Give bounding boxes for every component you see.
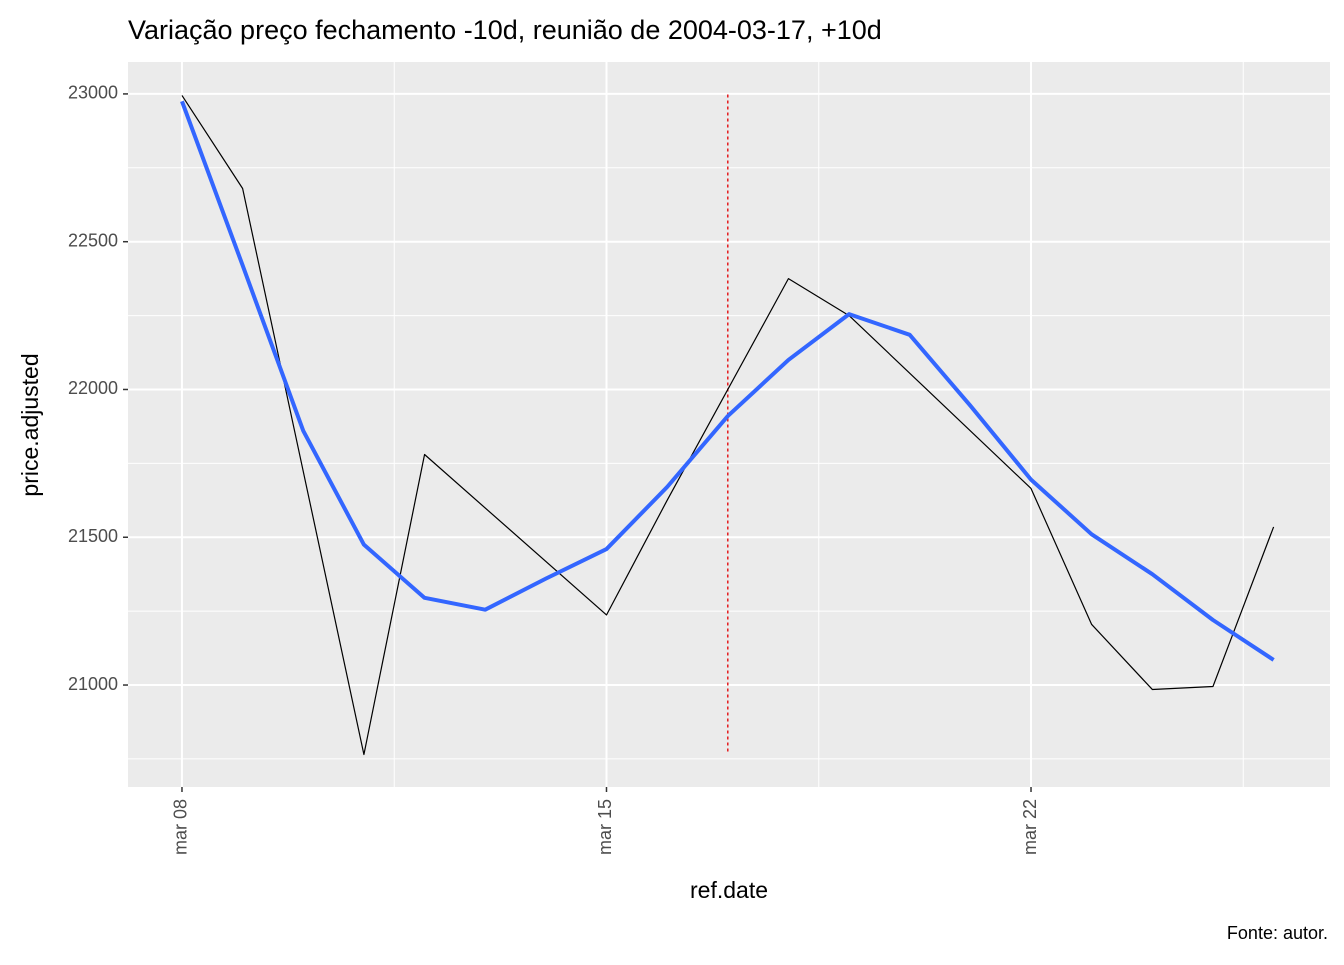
chart-title: Variação preço fechamento -10d, reunião … [128,15,882,45]
y-tick-label: 21000 [68,674,118,694]
y-axis-label: price.adjusted [17,353,43,496]
y-tick-label: 22500 [68,230,118,250]
y-tick-label: 22000 [68,378,118,398]
line-series [181,95,1275,756]
x-tick-label: mar 08 [171,799,191,855]
y-tick-label: 21500 [68,526,118,546]
x-axis-label: ref.date [690,877,768,903]
x-tick-label: mar 22 [1020,799,1040,855]
caption: Fonte: autor. [1227,923,1328,943]
plot-panel [128,62,1330,787]
line-series [180,100,1275,662]
x-tick-label: mar 15 [595,799,615,855]
y-tick-label: 23000 [68,83,118,103]
